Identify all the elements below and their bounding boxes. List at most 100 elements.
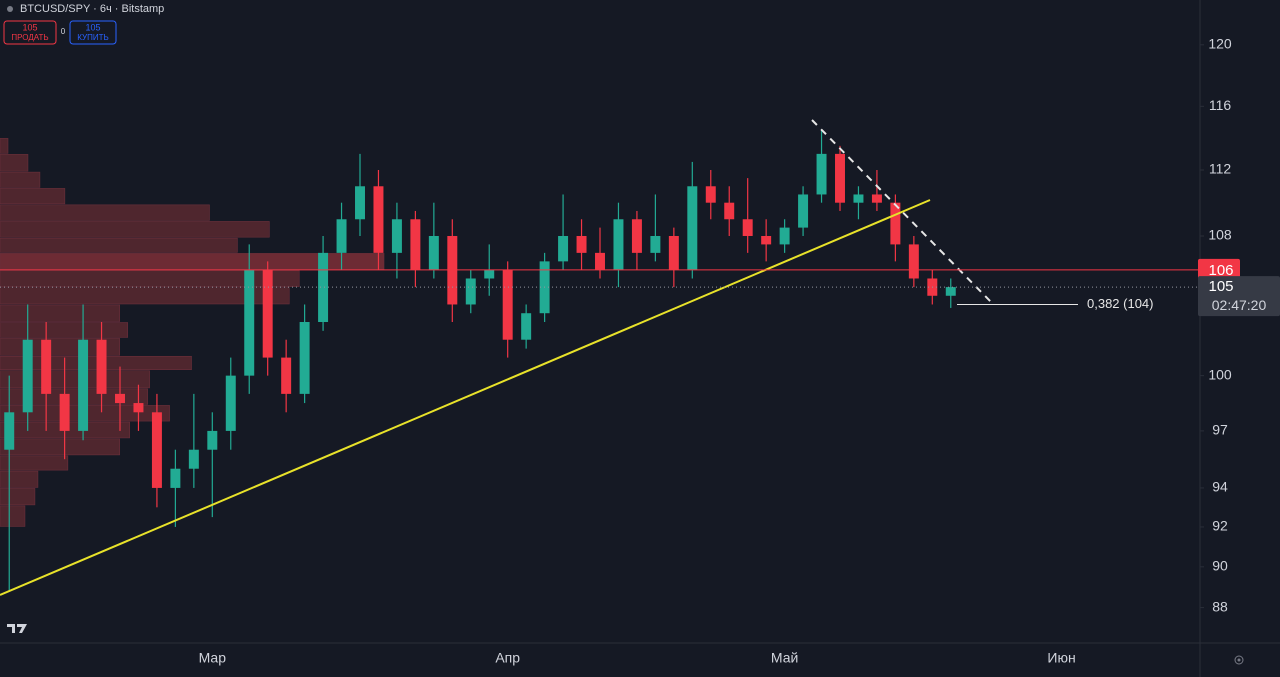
- y-tick-label: 97: [1212, 422, 1228, 438]
- x-tick-label: Мар: [199, 650, 227, 666]
- candle-body: [391, 219, 402, 253]
- candle-body: [853, 194, 864, 203]
- volume-profile-bar: [0, 138, 9, 154]
- buy-button[interactable]: [69, 20, 117, 45]
- sell-button[interactable]: [3, 20, 57, 45]
- volume-profile-bar: [0, 154, 29, 172]
- price-line-label-box: [1198, 258, 1240, 281]
- candle-body: [207, 430, 218, 450]
- settings-icon[interactable]: [1234, 655, 1244, 665]
- candle-body: [724, 202, 735, 220]
- candle-body: [521, 313, 532, 340]
- price-line-label: 106: [1208, 262, 1233, 279]
- candle-body: [945, 287, 956, 296]
- candle-body: [428, 235, 439, 270]
- candle-body: [871, 194, 882, 203]
- volume-profile-bar: [0, 237, 238, 253]
- sell-label: ПРОДАТЬ: [11, 33, 48, 42]
- candle-body: [687, 186, 698, 270]
- candle-body: [742, 219, 753, 236]
- dashed-trend-line[interactable]: [811, 119, 993, 304]
- x-tick-label: Май: [771, 650, 798, 666]
- y-tick-label: 120: [1208, 36, 1232, 52]
- volume-profile-bar: [0, 370, 150, 389]
- candle-body: [410, 219, 421, 270]
- candles: [4, 129, 956, 592]
- y-tick-label: 108: [1208, 227, 1232, 243]
- sell-price: 105: [22, 22, 37, 32]
- candle-body: [41, 339, 52, 394]
- candle-body: [890, 202, 901, 245]
- candle-body: [225, 375, 236, 431]
- candle-body: [22, 339, 33, 413]
- candle-body: [133, 403, 144, 413]
- candle-body: [281, 357, 292, 394]
- volume-profile-bar: [0, 455, 69, 471]
- last-price-label: 105: [1208, 278, 1233, 295]
- y-tick-label: 90: [1212, 558, 1228, 574]
- volume-profile-bar: [0, 270, 300, 287]
- volume-profile-bar: [0, 388, 148, 405]
- candle-body: [631, 219, 642, 253]
- x-tick-label: Июн: [1047, 650, 1075, 666]
- candle-body: [835, 153, 845, 203]
- status-dot: [7, 6, 13, 12]
- candle-body: [59, 393, 70, 431]
- candle-body: [262, 269, 273, 358]
- y-tick-label: 116: [1209, 97, 1232, 113]
- candle-body: [170, 468, 181, 488]
- volume-profile-bar: [0, 505, 26, 527]
- y-tick-label: 100: [1208, 366, 1232, 382]
- volume-profile-bar: [0, 322, 128, 338]
- candle-body: [244, 269, 255, 376]
- candle-body: [373, 186, 384, 253]
- buy-price: 105: [85, 22, 100, 32]
- volume-profile-bar: [0, 171, 41, 188]
- volume-profile-bar: [0, 221, 270, 238]
- fib-label: 0,382 (104): [1087, 296, 1154, 311]
- candle-body: [613, 219, 624, 270]
- volume-profile-bar: [0, 304, 120, 322]
- candle-body: [484, 269, 495, 279]
- candle-body: [705, 186, 716, 203]
- candle-body: [355, 186, 365, 220]
- candle-body: [78, 339, 89, 431]
- y-tick-label: 112: [1209, 161, 1232, 177]
- candle-body: [558, 235, 569, 262]
- candle-body: [779, 227, 790, 245]
- candle-body: [336, 219, 347, 253]
- volume-profile-bar: [0, 470, 39, 488]
- y-tick-label: 92: [1212, 518, 1228, 534]
- candle-body: [502, 269, 513, 340]
- candle-body: [650, 235, 661, 253]
- volume-profile-bar: [0, 438, 120, 456]
- spread: 0: [61, 27, 66, 36]
- candle-body: [816, 153, 827, 195]
- candle-body: [96, 339, 107, 394]
- y-tick-label: 88: [1212, 598, 1228, 614]
- candle-body: [761, 235, 772, 245]
- settings-icon-dot: [1237, 658, 1241, 662]
- buy-label: КУПИТЬ: [77, 33, 108, 42]
- candle-body: [908, 244, 919, 279]
- trend-line[interactable]: [0, 199, 931, 596]
- candle-body: [115, 393, 125, 404]
- y-tick-label: 94: [1212, 479, 1228, 495]
- countdown: 02:47:20: [1212, 297, 1267, 313]
- volume-profile-bar: [0, 204, 210, 221]
- symbol-title[interactable]: BTCUSD/SPY · 6ч · Bitstamp: [20, 3, 164, 15]
- candle-body: [4, 412, 15, 450]
- candle-body: [188, 449, 199, 469]
- volume-profile-bar: [0, 188, 66, 205]
- candle-body: [318, 252, 329, 323]
- candle-body: [151, 412, 162, 488]
- tradingview-logo[interactable]: [7, 624, 27, 633]
- candle-body: [299, 322, 310, 394]
- candle-body: [595, 252, 605, 270]
- last-price-box: [1198, 276, 1280, 317]
- candle-body: [798, 194, 809, 228]
- candle-body: [668, 235, 679, 270]
